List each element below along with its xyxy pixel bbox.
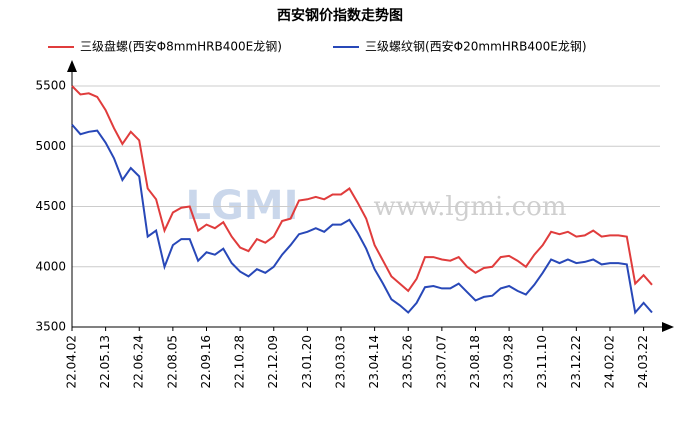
y-axis-arrow [67, 60, 77, 72]
x-tick-label: 23.11.10 [535, 335, 549, 388]
x-tick-label: 24.03.22 [636, 335, 650, 388]
watermark-logo: LGMI [185, 183, 298, 229]
x-tick-label: 22.10.28 [233, 335, 247, 388]
x-tick-label: 24.02.02 [602, 335, 616, 388]
x-tick-label: 22.05.13 [98, 335, 112, 388]
x-tick-label: 22.09.16 [199, 335, 213, 388]
legend-label: 三级螺纹钢(西安Φ20mmHRB400E龙钢) [365, 39, 587, 54]
series-line [71, 85, 653, 293]
x-tick-label: 23.01.20 [300, 335, 314, 388]
series-line [71, 123, 653, 315]
x-tick-label: 23.04.14 [367, 335, 381, 388]
x-tick-label: 22.12.09 [266, 335, 280, 388]
x-tick-label: 22.08.05 [165, 335, 179, 388]
y-tick-label: 4500 [35, 199, 66, 213]
x-tick-label: 23.05.26 [401, 335, 415, 388]
x-tick-label: 23.08.18 [468, 335, 482, 388]
x-tick-label: 23.12.22 [569, 335, 583, 388]
y-tick-label: 3500 [35, 320, 66, 334]
x-tick-label: 23.09.28 [502, 335, 516, 388]
x-tick-label: 23.03.03 [333, 335, 347, 388]
x-tick-label: 23.07.07 [434, 335, 448, 388]
x-axis-arrow [662, 322, 674, 332]
y-tick-label: 5000 [35, 139, 66, 153]
y-tick-label: 5500 [35, 79, 66, 93]
legend-label: 三级盘螺(西安Φ8mmHRB400E龙钢) [80, 39, 282, 54]
x-tick-label: 22.04.02 [65, 335, 79, 388]
chart-title: 西安钢价指数走势图 [277, 7, 403, 24]
x-tick-label: 22.06.24 [132, 335, 146, 388]
y-tick-label: 4000 [35, 259, 66, 273]
